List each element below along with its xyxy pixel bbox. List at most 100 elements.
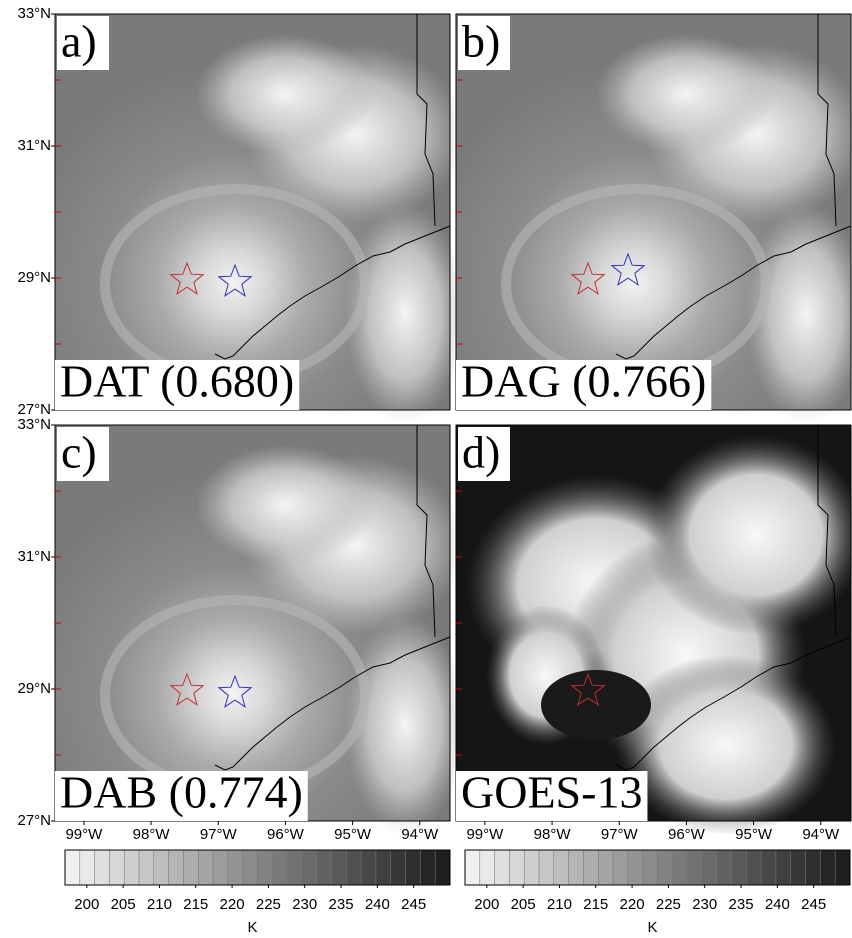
state-border (416, 425, 436, 638)
colorbar-box (286, 849, 303, 886)
colorbar-tick-label: 240 (365, 896, 390, 913)
panel-title-box (55, 360, 300, 410)
cloud (195, 34, 375, 154)
colorbar-box (360, 849, 377, 886)
lat-tick-label: 27°N (17, 401, 51, 418)
colorbar-box (198, 849, 214, 886)
coastline (214, 225, 451, 360)
colorbar-box (820, 849, 836, 886)
panel-label: b) (462, 16, 500, 67)
map-panel: c) DAB (0.774) 33°N 31°N 29°N 27°N 99°W 98°W 97°… (17, 416, 465, 843)
lat-tick-label: 31°N (17, 548, 51, 565)
colorbar-box (686, 849, 703, 886)
colorbar-box (523, 849, 540, 886)
colorbar-tick-label: 220 (620, 896, 645, 913)
lon-tick-label: 96°W (267, 826, 305, 843)
colorbar-tick-label: 215 (583, 896, 608, 913)
state-border (817, 14, 837, 227)
colorbar-box (242, 849, 258, 886)
observed-center-star (169, 261, 205, 295)
colorbar-box (94, 849, 110, 886)
colorbar-box (509, 849, 525, 886)
lat-tick-label: 31°N (17, 137, 51, 154)
cloud (596, 34, 776, 154)
panel-label-box (458, 16, 510, 70)
colorbar-box (109, 849, 125, 886)
lat-tick-label: 29°N (17, 680, 51, 697)
lon-tick-label: 99°W (466, 826, 504, 843)
colorbar-box (227, 849, 243, 886)
cloud (345, 615, 465, 835)
lon-tick-label: 94°W (401, 826, 439, 843)
colorbar-box (672, 849, 688, 886)
colorbar-box (64, 849, 81, 886)
colorbar-tick-label: 230 (292, 896, 317, 913)
colorbar-box (731, 849, 747, 886)
colorbar-box (612, 849, 629, 886)
panel-label-box (57, 16, 109, 70)
colorbar-box (553, 849, 569, 886)
lat-tick-label: 29°N (17, 269, 51, 286)
lon-tick-label: 97°W (601, 826, 639, 843)
panel-title-box (55, 771, 308, 821)
colorbar-box (760, 849, 777, 886)
colorbar-box (434, 849, 451, 886)
state-border (817, 425, 837, 638)
coastline (615, 636, 852, 771)
colorbar-box (153, 849, 169, 886)
colorbar-box (494, 849, 510, 886)
colorbar-box (479, 849, 495, 886)
colorbar-box (272, 849, 288, 886)
colorbar-box (420, 849, 436, 886)
colorbar-box (257, 849, 273, 886)
colorbar-tick-label: 230 (692, 896, 717, 913)
colorbar-box (642, 849, 658, 886)
panel-label: a) (61, 16, 97, 67)
coastline (615, 225, 852, 360)
colorbar-tick-label: 205 (111, 896, 136, 913)
colorbar-tick-label: 200 (74, 896, 99, 913)
colorbar-tick-label: 205 (511, 896, 536, 913)
observed-center-star (169, 672, 205, 706)
panel-label: d) (462, 427, 500, 478)
colorbar-box (183, 849, 199, 886)
lon-tick-label: 97°W (200, 826, 238, 843)
colorbar-tick-label: 245 (401, 896, 426, 913)
colorbar-box (212, 849, 229, 886)
colorbar-box (701, 849, 717, 886)
colorbar-tick-label: 235 (329, 896, 354, 913)
observed-center-star (570, 261, 606, 295)
cloud (616, 655, 836, 835)
lon-tick-label: 95°W (735, 826, 773, 843)
colorbar-box (790, 849, 806, 886)
lat-tick-label: 33°N (17, 5, 51, 22)
observed-center-star (570, 672, 606, 706)
map-panel: b) DAG (0.766) (455, 13, 852, 424)
colorbar-box (657, 849, 673, 886)
colorbar-box (627, 849, 643, 886)
coastline (214, 636, 451, 771)
colorbar-box (123, 849, 140, 886)
colorbar-tick-label: 210 (147, 896, 172, 913)
panel-title: DAG (0.766) (461, 356, 706, 407)
colorbar-box (301, 849, 317, 886)
colorbar-box (346, 849, 362, 886)
colorbar-box (716, 849, 732, 886)
panel-title: GOES-13 (461, 767, 642, 818)
colorbar-box (746, 849, 762, 886)
lat-tick-label: 33°N (17, 416, 51, 433)
map-panel: d) GOES-13 99°W 98°W 97°W 96°W 95°W 94°W (455, 424, 852, 843)
colorbar-box (316, 849, 332, 886)
colorbar-tick-label: 225 (256, 896, 281, 913)
lon-tick-label: 99°W (65, 826, 103, 843)
lon-tick-label: 95°W (334, 826, 372, 843)
colorbar-tick-label: 240 (765, 896, 790, 913)
colorbar-box (138, 849, 155, 886)
panel-title: DAT (0.680) (60, 356, 294, 407)
colorbar-box (583, 849, 599, 886)
colorbar-box (805, 849, 821, 886)
colorbar-box (375, 849, 392, 886)
lon-tick-label: 98°W (133, 826, 171, 843)
colorbar-box (834, 849, 851, 886)
colorbar-tick-label: 245 (801, 896, 826, 913)
